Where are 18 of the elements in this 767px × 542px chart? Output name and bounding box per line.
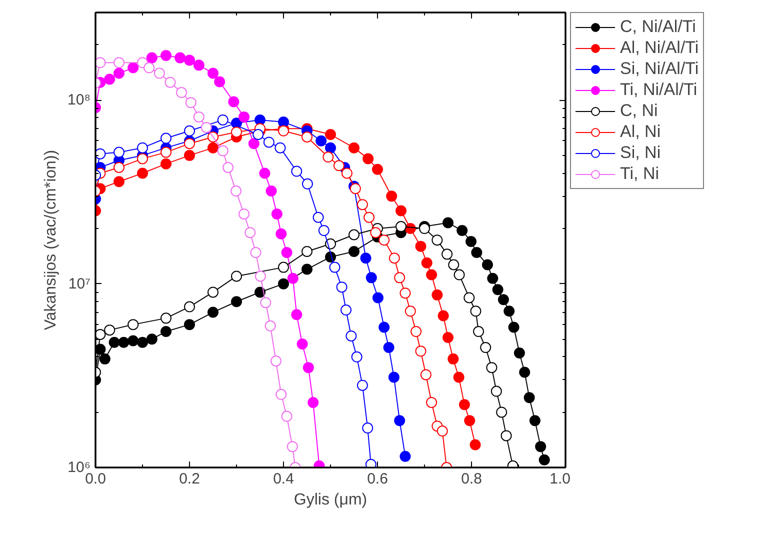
legend-label: Al, Ni xyxy=(620,122,661,142)
y-axis-title: Vakansijos (vac/(cm*ion)) xyxy=(42,150,60,330)
legend-label: Ti, Ni xyxy=(620,164,660,184)
legend-label: Ti, Ni/Al/Ti xyxy=(620,80,698,100)
x-tick-label: 0.0 xyxy=(85,470,106,488)
x-tick-label: 0.6 xyxy=(367,470,388,488)
legend-label: Si, Ni/Al/Ti xyxy=(620,59,699,79)
x-tick-label: 1.0 xyxy=(550,470,571,488)
legend-label: Al, Ni/Al/Ti xyxy=(620,38,699,58)
x-tick-label: 0.4 xyxy=(273,470,294,488)
legend-label: Si, Ni xyxy=(620,143,661,163)
x-axis-title: Gylis (μm) xyxy=(294,492,368,508)
y-tick-label: 10⁷ xyxy=(68,275,91,292)
legend-label: C, Ni xyxy=(620,101,658,121)
y-tick-label: 10⁸ xyxy=(67,92,91,109)
x-tick-label: 0.2 xyxy=(179,470,200,488)
x-tick-label: 0.8 xyxy=(461,470,482,488)
legend-label: C, Ni/Al/Ti xyxy=(620,17,696,37)
